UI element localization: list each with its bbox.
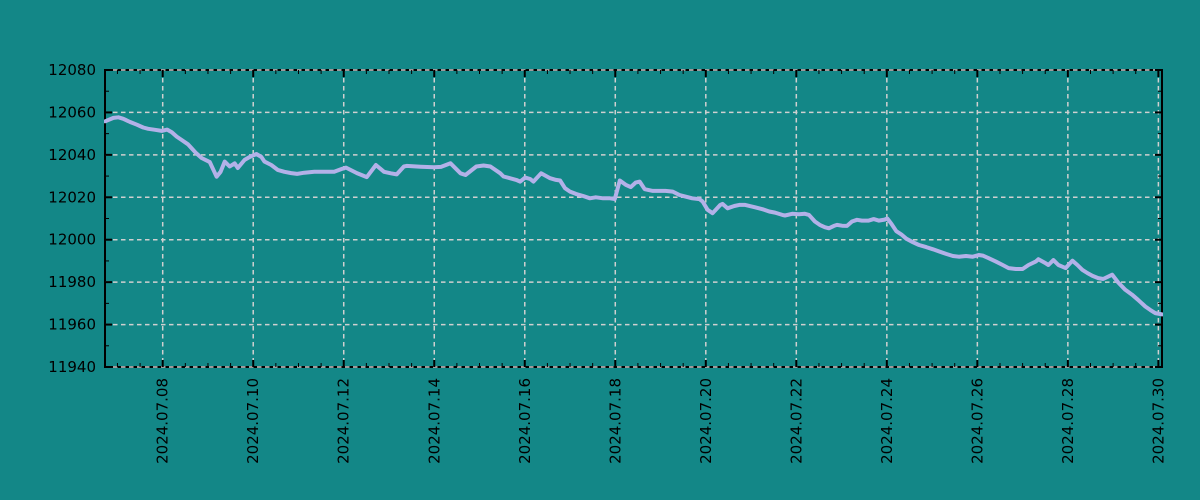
x-tick-label: 2024.07.12 [335,378,353,464]
y-tick-label: 12000 [48,231,96,249]
series-line [104,115,1163,317]
y-tick-label: 11940 [48,358,96,376]
x-tick-label: 2024.07.18 [606,378,624,464]
x-tick-label: 2024.07.30 [1149,378,1167,464]
y-tick-label: 12080 [48,61,96,79]
x-tick-label: 2024.07.16 [516,378,534,464]
y-tick-label: 12060 [48,103,96,121]
x-tick-label: 2024.07.28 [1059,378,1077,464]
y-tick-label: 11980 [48,273,96,291]
y-tick-label: 11960 [48,316,96,334]
x-tick-label: 2024.07.22 [787,378,805,464]
y-tick-label: 12040 [48,146,96,164]
x-tick-label: 2024.07.26 [968,378,986,464]
x-tick-label: 2024.07.24 [878,378,896,464]
x-tick-label: 2024.07.10 [244,378,262,464]
y-tick-label: 12020 [48,188,96,206]
x-tick-label: 2024.07.14 [425,378,443,464]
x-tick-label: 2024.07.08 [154,378,172,464]
x-tick-label: 2024.07.20 [697,378,715,464]
